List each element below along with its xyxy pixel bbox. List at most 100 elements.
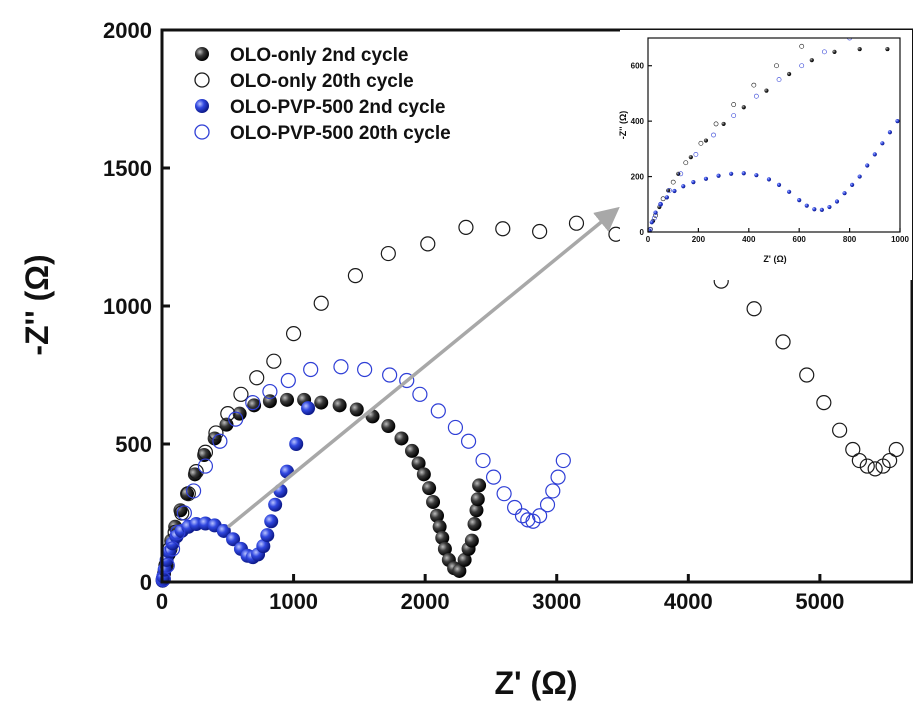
x-axis-title: Z' (Ω) [494, 665, 577, 701]
inset-x-tick-label: 400 [742, 235, 756, 244]
main-point-2 [799, 367, 815, 383]
main-point-4 [545, 483, 561, 499]
inset-y-tick-label: 200 [631, 173, 645, 182]
main-point-2 [266, 353, 282, 369]
inset-point-3 [716, 173, 721, 178]
inset-point-3 [658, 202, 663, 207]
main-point-1 [469, 503, 484, 518]
main-y-tick-label: 1000 [103, 294, 152, 319]
inset-y-tick-label: 0 [640, 228, 645, 237]
inset-point-3 [648, 228, 652, 232]
inset-y-tick-label: 400 [631, 117, 645, 126]
inset-x-tick-label: 0 [646, 235, 651, 244]
main-y-tick-label: 0 [140, 570, 152, 595]
main-point-4 [280, 372, 296, 389]
main-x-tick-label: 0 [156, 589, 168, 614]
inset-point-2 [713, 121, 719, 127]
inset-point-2 [698, 140, 704, 146]
main-point-2 [313, 295, 329, 311]
main-point-4 [532, 508, 548, 524]
legend-label-1: OLO-only 2nd cycle [230, 45, 408, 66]
main-point-1 [416, 467, 431, 482]
main-y-tick-label: 1500 [103, 156, 152, 181]
inset-point-4 [651, 215, 657, 221]
inset-point-1 [885, 46, 890, 52]
inset-point-3 [664, 195, 670, 200]
inset-point-4 [776, 77, 782, 82]
legend-label-3: OLO-PVP-500 2nd cycle [230, 97, 445, 118]
main-point-1 [411, 456, 426, 471]
legend-label-2: OLO-only 20th cycle [230, 71, 414, 92]
inset-point-1 [741, 105, 746, 110]
legend: OLO-only 2nd cycle OLO-only 20th cycle OLO… [194, 45, 451, 144]
main-point-3 [226, 532, 241, 547]
main-point-1 [349, 402, 364, 417]
main-point-2 [233, 386, 249, 402]
main-point-2 [832, 422, 848, 438]
main-point-2 [568, 215, 585, 231]
main-x-tick-label: 4000 [664, 589, 713, 614]
inset-point-3 [872, 152, 877, 157]
inset-point-1 [857, 46, 862, 52]
inset-point-3 [741, 171, 746, 176]
inset-point-3 [703, 176, 709, 181]
inset-point-2 [751, 82, 757, 88]
main-point-4 [303, 361, 319, 378]
main-point-2 [380, 245, 396, 262]
main-point-4 [475, 452, 491, 469]
inset-point-1 [676, 171, 681, 176]
inset-y-tick-label: 600 [631, 62, 645, 71]
main-x-tick-label: 5000 [795, 589, 844, 614]
main-point-4 [485, 469, 502, 485]
main-point-3 [256, 539, 271, 554]
main-point-1 [332, 398, 347, 413]
inset-point-3 [857, 174, 862, 179]
inset-point-1 [666, 188, 671, 193]
main-point-1 [452, 563, 467, 578]
inset-point-4 [658, 201, 663, 207]
main-point-3 [289, 437, 304, 451]
main-point-2 [867, 461, 883, 477]
main-point-1 [381, 419, 396, 434]
main-point-1 [219, 417, 234, 432]
main-point-1 [314, 395, 329, 410]
inset-point-3 [850, 182, 855, 187]
main-point-2 [420, 236, 436, 252]
inset-frame [647, 37, 901, 233]
inset-point-3 [819, 207, 824, 212]
main-point-2 [851, 452, 867, 469]
inset-point-3 [766, 177, 772, 182]
inset-point-2 [860, 8, 864, 12]
main-point-4 [507, 499, 523, 516]
inset-point-3 [787, 189, 792, 194]
main-point-4 [228, 411, 244, 427]
inset-point-3 [653, 210, 658, 215]
inset-point-2 [774, 63, 779, 69]
main-point-4 [430, 403, 446, 419]
inset-point-3 [691, 180, 696, 185]
inset-point-3 [834, 199, 840, 204]
inset-point-4 [678, 171, 684, 177]
inset-point-4 [799, 63, 805, 69]
inset-point-3 [804, 203, 809, 208]
main-point-4 [159, 557, 175, 574]
inset-point-3 [895, 119, 900, 124]
main-point-1 [470, 492, 485, 507]
main-point-4 [555, 452, 571, 469]
inset-axes: 0 200 400 600 800 1000 0 200 400 600 [631, 37, 909, 244]
inset-x-tick-label: 1000 [891, 235, 909, 244]
inset-point-3 [880, 141, 885, 146]
inset-point-3 [812, 207, 817, 212]
main-point-2 [845, 441, 861, 458]
main-point-1 [405, 443, 419, 458]
main-point-4 [382, 367, 398, 383]
inset-point-1 [721, 121, 726, 127]
inset-point-4 [667, 188, 672, 193]
main-point-4 [170, 524, 186, 540]
main-point-4 [197, 458, 214, 474]
main-point-1 [426, 494, 441, 509]
main-point-4 [496, 486, 512, 502]
main-point-3 [301, 401, 316, 416]
